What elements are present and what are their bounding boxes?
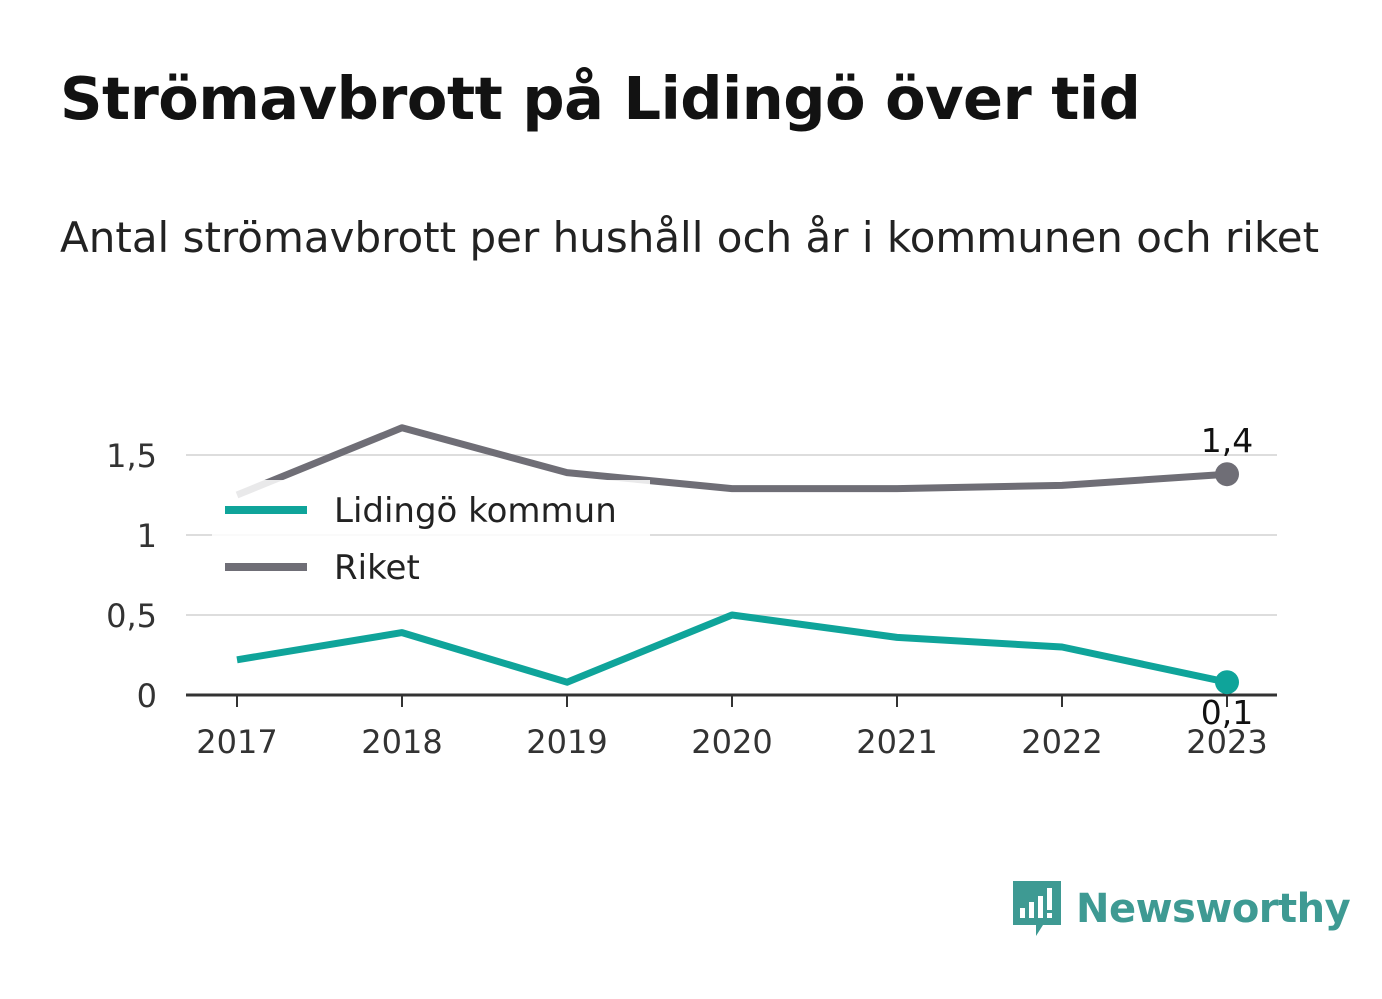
series-line-riket	[235, 424, 1228, 499]
series-lines	[235, 424, 1239, 695]
x-tick-label: 2018	[361, 723, 442, 761]
x-tick-label: 2022	[1021, 723, 1102, 761]
data-labels: 0,1 1,4	[1201, 421, 1253, 732]
x-tick-label: 2017	[196, 723, 277, 761]
brand-name: Newsworthy	[1076, 886, 1351, 932]
y-tick-label: 0	[137, 677, 157, 715]
bar-chart-speech-bubble-icon	[1013, 881, 1061, 936]
y-tick-label: 1	[137, 517, 157, 555]
x-tick-label: 2023	[1186, 723, 1267, 761]
end-data-label: 0,1	[1201, 693, 1253, 732]
end-data-label: 1,4	[1201, 421, 1253, 460]
newsworthy-logo[interactable]: Newsworthy	[1010, 878, 1351, 940]
series-line-lidingo	[236, 611, 1228, 686]
x-tick-label: 2019	[526, 723, 607, 761]
series-end-point-lidingo	[1215, 670, 1239, 695]
x-tick-label: 2020	[691, 723, 772, 761]
legend-label: Lidingö kommun	[334, 491, 617, 531]
y-tick-label: 1,5	[106, 437, 157, 475]
chart-subtitle: Antal strömavbrott per hushåll och år i …	[60, 213, 1320, 262]
series-end-point-riket	[1215, 462, 1239, 487]
chart-title: Strömavbrott på Lidingö över tid	[60, 64, 1141, 133]
y-tick-label: 0,5	[106, 597, 157, 635]
grid-lines: 0 0,5 1 1,5	[106, 437, 1277, 715]
legend-label: Riket	[334, 548, 420, 588]
x-axis: 2017 2018 2019 2020 2021 2022 2023	[186, 693, 1277, 761]
x-tick-label: 2021	[856, 723, 937, 761]
legend: Lidingö kommun Riket	[212, 480, 650, 600]
